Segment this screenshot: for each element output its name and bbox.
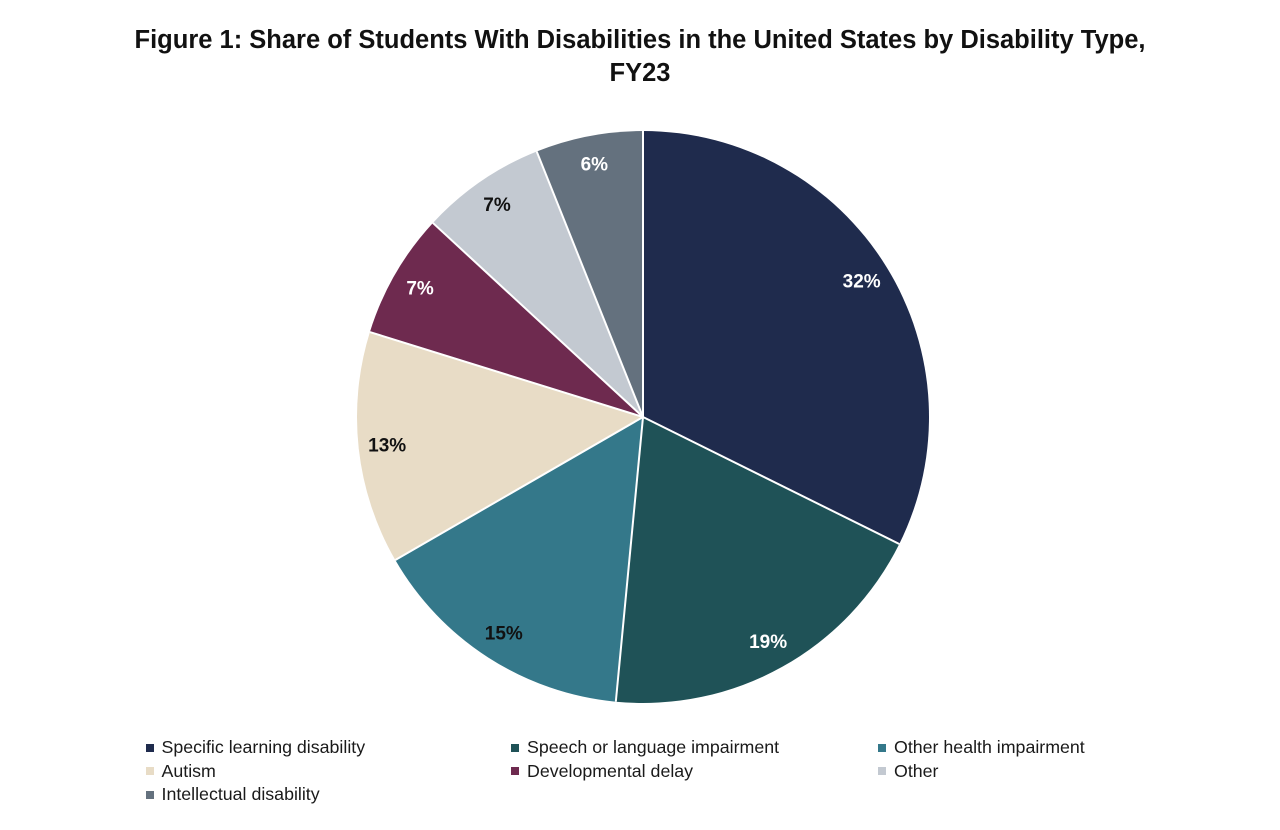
svg-text:19%: 19% [749,632,787,653]
svg-text:13%: 13% [368,436,406,457]
svg-text:7%: 7% [406,278,434,299]
svg-text:15%: 15% [485,624,523,645]
svg-text:32%: 32% [843,271,881,292]
svg-text:6%: 6% [581,154,609,175]
svg-text:7%: 7% [483,195,511,216]
